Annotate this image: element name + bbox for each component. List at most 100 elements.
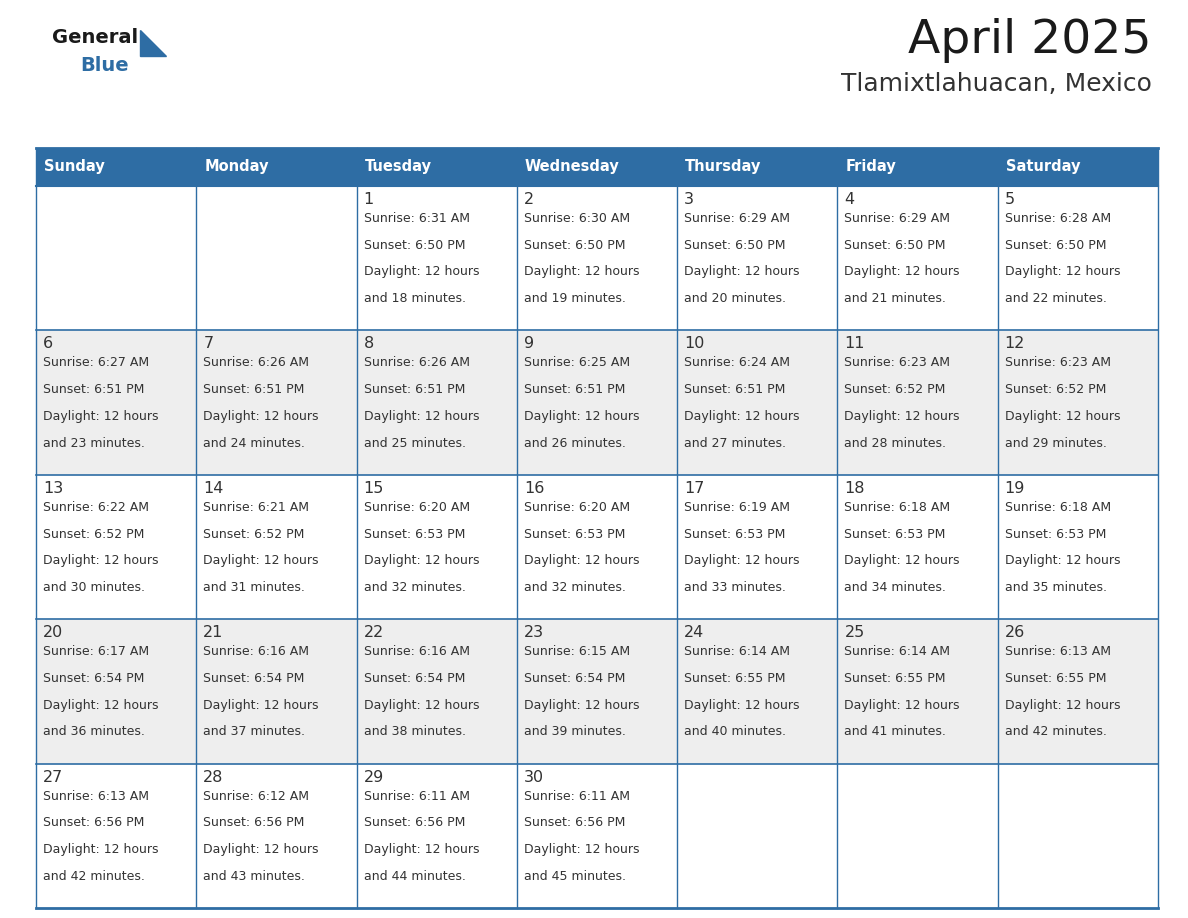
Text: Daylight: 12 hours: Daylight: 12 hours bbox=[684, 265, 800, 278]
Text: Sunset: 6:53 PM: Sunset: 6:53 PM bbox=[684, 528, 785, 541]
Text: Sunrise: 6:15 AM: Sunrise: 6:15 AM bbox=[524, 645, 630, 658]
Text: Sunrise: 6:18 AM: Sunrise: 6:18 AM bbox=[1005, 501, 1111, 514]
Bar bbox=[677, 148, 838, 186]
Text: 19: 19 bbox=[1005, 481, 1025, 496]
Text: 14: 14 bbox=[203, 481, 223, 496]
Bar bbox=[517, 186, 677, 330]
Text: Daylight: 12 hours: Daylight: 12 hours bbox=[1005, 409, 1120, 423]
Text: and 36 minutes.: and 36 minutes. bbox=[43, 725, 145, 738]
Text: Sunrise: 6:14 AM: Sunrise: 6:14 AM bbox=[684, 645, 790, 658]
Text: Sunrise: 6:17 AM: Sunrise: 6:17 AM bbox=[43, 645, 150, 658]
Text: 28: 28 bbox=[203, 769, 223, 785]
Text: Sunset: 6:53 PM: Sunset: 6:53 PM bbox=[845, 528, 946, 541]
Text: Daylight: 12 hours: Daylight: 12 hours bbox=[364, 843, 479, 856]
Text: Sunrise: 6:13 AM: Sunrise: 6:13 AM bbox=[1005, 645, 1111, 658]
Text: Sunset: 6:54 PM: Sunset: 6:54 PM bbox=[43, 672, 145, 685]
Text: and 35 minutes.: and 35 minutes. bbox=[1005, 581, 1107, 594]
Text: 10: 10 bbox=[684, 336, 704, 352]
Text: Daylight: 12 hours: Daylight: 12 hours bbox=[524, 554, 639, 567]
Text: Daylight: 12 hours: Daylight: 12 hours bbox=[43, 554, 158, 567]
Bar bbox=[998, 764, 1158, 908]
Text: Sunrise: 6:26 AM: Sunrise: 6:26 AM bbox=[203, 356, 309, 369]
Text: Sunset: 6:56 PM: Sunset: 6:56 PM bbox=[364, 816, 465, 829]
Text: and 30 minutes.: and 30 minutes. bbox=[43, 581, 145, 594]
Bar bbox=[838, 475, 998, 620]
Text: 11: 11 bbox=[845, 336, 865, 352]
Text: Sunrise: 6:16 AM: Sunrise: 6:16 AM bbox=[203, 645, 309, 658]
Text: 12: 12 bbox=[1005, 336, 1025, 352]
Text: 25: 25 bbox=[845, 625, 865, 640]
Text: Sunset: 6:51 PM: Sunset: 6:51 PM bbox=[684, 383, 785, 396]
Text: Sunset: 6:53 PM: Sunset: 6:53 PM bbox=[524, 528, 625, 541]
Bar bbox=[36, 620, 196, 764]
Bar bbox=[838, 148, 998, 186]
Text: Daylight: 12 hours: Daylight: 12 hours bbox=[203, 699, 318, 711]
Text: and 43 minutes.: and 43 minutes. bbox=[203, 869, 305, 883]
Text: 29: 29 bbox=[364, 769, 384, 785]
Text: and 19 minutes.: and 19 minutes. bbox=[524, 292, 626, 305]
Text: Sunrise: 6:11 AM: Sunrise: 6:11 AM bbox=[524, 789, 630, 802]
Text: Sunrise: 6:19 AM: Sunrise: 6:19 AM bbox=[684, 501, 790, 514]
Text: and 18 minutes.: and 18 minutes. bbox=[364, 292, 466, 305]
Text: 20: 20 bbox=[43, 625, 63, 640]
Bar bbox=[838, 186, 998, 330]
Text: Sunrise: 6:13 AM: Sunrise: 6:13 AM bbox=[43, 789, 148, 802]
Bar bbox=[517, 148, 677, 186]
Text: Sunrise: 6:25 AM: Sunrise: 6:25 AM bbox=[524, 356, 630, 369]
Text: 6: 6 bbox=[43, 336, 53, 352]
Text: and 42 minutes.: and 42 minutes. bbox=[43, 869, 145, 883]
Text: Sunset: 6:56 PM: Sunset: 6:56 PM bbox=[43, 816, 145, 829]
Text: 23: 23 bbox=[524, 625, 544, 640]
Bar bbox=[998, 330, 1158, 475]
Bar bbox=[356, 764, 517, 908]
Bar bbox=[677, 330, 838, 475]
Text: Sunset: 6:50 PM: Sunset: 6:50 PM bbox=[684, 239, 785, 252]
Text: Daylight: 12 hours: Daylight: 12 hours bbox=[524, 409, 639, 423]
Text: Sunset: 6:55 PM: Sunset: 6:55 PM bbox=[845, 672, 946, 685]
Text: 22: 22 bbox=[364, 625, 384, 640]
Bar bbox=[36, 186, 196, 330]
Text: Daylight: 12 hours: Daylight: 12 hours bbox=[845, 409, 960, 423]
Text: and 24 minutes.: and 24 minutes. bbox=[203, 437, 305, 450]
Text: Monday: Monday bbox=[204, 160, 268, 174]
Text: Daylight: 12 hours: Daylight: 12 hours bbox=[684, 699, 800, 711]
Text: 4: 4 bbox=[845, 192, 854, 207]
Text: 1: 1 bbox=[364, 192, 374, 207]
Text: and 33 minutes.: and 33 minutes. bbox=[684, 581, 786, 594]
Text: Tlamixtlahuacan, Mexico: Tlamixtlahuacan, Mexico bbox=[841, 72, 1152, 96]
Text: Sunrise: 6:21 AM: Sunrise: 6:21 AM bbox=[203, 501, 309, 514]
Text: and 26 minutes.: and 26 minutes. bbox=[524, 437, 626, 450]
Text: and 32 minutes.: and 32 minutes. bbox=[524, 581, 626, 594]
Text: Thursday: Thursday bbox=[685, 160, 762, 174]
Text: and 32 minutes.: and 32 minutes. bbox=[364, 581, 466, 594]
Text: Daylight: 12 hours: Daylight: 12 hours bbox=[43, 409, 158, 423]
Bar bbox=[677, 764, 838, 908]
Bar bbox=[196, 620, 356, 764]
Text: 7: 7 bbox=[203, 336, 214, 352]
Bar bbox=[356, 475, 517, 620]
Text: and 20 minutes.: and 20 minutes. bbox=[684, 292, 786, 305]
Bar bbox=[677, 475, 838, 620]
Text: 30: 30 bbox=[524, 769, 544, 785]
Bar bbox=[36, 764, 196, 908]
Text: 16: 16 bbox=[524, 481, 544, 496]
Text: April 2025: April 2025 bbox=[909, 18, 1152, 63]
Text: Sunrise: 6:24 AM: Sunrise: 6:24 AM bbox=[684, 356, 790, 369]
Text: Daylight: 12 hours: Daylight: 12 hours bbox=[524, 265, 639, 278]
Bar bbox=[998, 148, 1158, 186]
Text: Sunrise: 6:22 AM: Sunrise: 6:22 AM bbox=[43, 501, 148, 514]
Text: Sunrise: 6:27 AM: Sunrise: 6:27 AM bbox=[43, 356, 150, 369]
Text: and 28 minutes.: and 28 minutes. bbox=[845, 437, 947, 450]
Text: Sunset: 6:53 PM: Sunset: 6:53 PM bbox=[364, 528, 465, 541]
Text: Sunset: 6:53 PM: Sunset: 6:53 PM bbox=[1005, 528, 1106, 541]
Text: Sunset: 6:55 PM: Sunset: 6:55 PM bbox=[684, 672, 785, 685]
Text: Daylight: 12 hours: Daylight: 12 hours bbox=[1005, 554, 1120, 567]
Text: Sunrise: 6:12 AM: Sunrise: 6:12 AM bbox=[203, 789, 309, 802]
Text: Sunrise: 6:11 AM: Sunrise: 6:11 AM bbox=[364, 789, 469, 802]
Bar bbox=[677, 620, 838, 764]
Text: Sunset: 6:50 PM: Sunset: 6:50 PM bbox=[364, 239, 465, 252]
Text: Saturday: Saturday bbox=[1006, 160, 1080, 174]
Text: Sunset: 6:50 PM: Sunset: 6:50 PM bbox=[524, 239, 625, 252]
Bar bbox=[838, 620, 998, 764]
Bar bbox=[838, 764, 998, 908]
